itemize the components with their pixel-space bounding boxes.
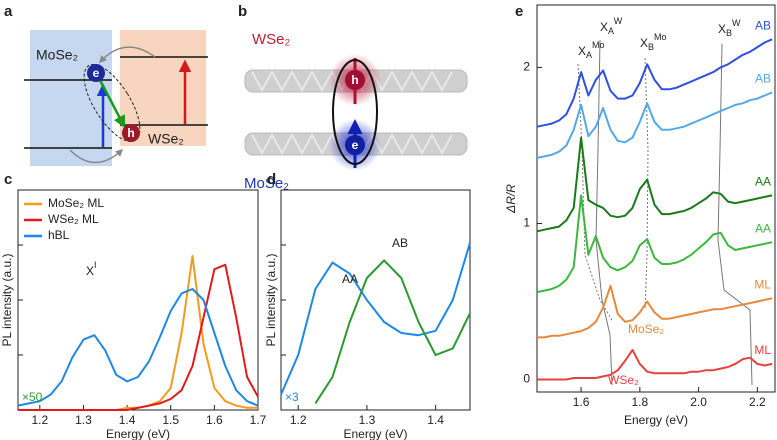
material-label: MoSe₂: [36, 47, 78, 63]
series-line: [536, 194, 773, 294]
annotation-base: AA: [342, 272, 358, 286]
series-label: AB: [755, 19, 771, 33]
annotation: ×3: [285, 390, 299, 404]
electron: [345, 135, 365, 155]
series-line: [280, 242, 471, 395]
x-tick-label: 1.2: [31, 413, 48, 427]
peak-label-sup: Mo: [592, 40, 605, 50]
series-label: ML: [754, 343, 771, 357]
exciton-ellipse: [332, 59, 378, 165]
peak-label-sub: B: [726, 28, 732, 38]
x-tick-label: 1.6: [573, 395, 590, 409]
x-tick-label: 1.8: [631, 395, 648, 409]
annotation-sup: I: [94, 260, 97, 270]
panel-letter: e: [515, 3, 523, 20]
peak-label: XBW: [718, 18, 741, 38]
transfer-arrow: [69, 148, 124, 164]
x-tick-label: 1.3: [359, 413, 376, 427]
peak-label-base: X: [600, 20, 608, 34]
x-tick-label: 1.7: [250, 413, 267, 427]
series-label: AB: [755, 72, 771, 86]
legend-label: MoSe₂ ML: [48, 196, 104, 210]
hole: [122, 124, 140, 142]
series-line: [314, 259, 471, 404]
y-tick-label: 2: [523, 60, 530, 74]
x-tick-label: 1.2: [290, 413, 307, 427]
hole-label: h: [127, 126, 134, 140]
peak-label-sup: W: [614, 16, 623, 26]
annotation-base: ×3: [285, 390, 299, 404]
x-tick-label: 1.6: [206, 413, 223, 427]
series-label: AA: [755, 175, 771, 189]
series-line: [18, 255, 258, 411]
annotation-base: ×50: [22, 390, 43, 404]
x-tick-label: 1.4: [427, 413, 444, 427]
series-label: AA: [755, 221, 771, 235]
peak-label-base: X: [578, 44, 586, 58]
x-axis-label: Energy (eV): [624, 413, 688, 427]
peak-label: XAW: [600, 16, 623, 36]
series-line: [17, 288, 259, 407]
panel-letter: d: [267, 171, 276, 188]
x-tick-label: 2.2: [749, 395, 766, 409]
electron-label: e: [93, 66, 100, 80]
annotation: XI: [86, 260, 97, 278]
electron: [87, 64, 105, 82]
annotation: AB: [392, 236, 408, 250]
annotation-base: AB: [392, 236, 408, 250]
material-label: WSe₂: [252, 31, 291, 48]
panel-letter: c: [4, 171, 12, 188]
annotation: MoSe₂: [628, 322, 664, 336]
peak-label-sup: Mo: [654, 32, 667, 42]
legend-label: hBL: [48, 228, 70, 242]
electron-label: e: [352, 138, 359, 152]
series-label: ML: [754, 278, 771, 292]
x-tick-label: 1.3: [75, 413, 92, 427]
annotation: WSe₂: [608, 373, 639, 387]
material-label: WSe₂: [148, 131, 184, 147]
peak-label-sub: A: [586, 50, 592, 60]
peak-label-sub: A: [608, 26, 614, 36]
transfer-arrow: [98, 46, 156, 64]
x-tick-label: 1.4: [119, 413, 136, 427]
x-axis-label: Energy (eV): [106, 427, 170, 440]
annotation-base: WSe₂: [608, 373, 639, 387]
peak-label: XAMo: [578, 40, 605, 60]
annotation: AA: [342, 272, 358, 286]
peak-label: XBMo: [640, 32, 667, 52]
peak-label-base: X: [640, 36, 648, 50]
annotation-base: X: [86, 264, 94, 278]
peak-label-base: X: [718, 22, 726, 36]
guide-lines: [577, 39, 753, 386]
x-tick-label: 2.0: [690, 395, 707, 409]
annotation-base: MoSe₂: [628, 322, 664, 336]
plot-frame: [280, 189, 471, 411]
annotation: ×50: [22, 390, 43, 404]
plot-frame: [536, 4, 776, 393]
y-axis-label: PL intensity (a.u.): [264, 254, 278, 347]
series-line: [536, 91, 773, 159]
y-axis-label: ΔR/R: [504, 184, 518, 214]
hole: [345, 70, 365, 90]
legend-label: WSe₂ ML: [48, 212, 99, 226]
series-line: [537, 348, 773, 381]
peak-label-sub: B: [648, 42, 654, 52]
panel-letter: b: [238, 3, 247, 20]
transfer-arrow: [98, 79, 126, 129]
peak-label-sup: W: [732, 18, 741, 28]
series-line: [536, 136, 773, 233]
hole-label: h: [351, 73, 358, 87]
panel-letter: a: [4, 3, 13, 20]
x-axis-label: Energy (eV): [343, 427, 407, 440]
series-line: [536, 38, 773, 128]
series-line: [537, 284, 773, 339]
mose2-region: [30, 30, 112, 166]
series-line: [18, 263, 259, 411]
y-axis-label: PL intensity (a.u.): [0, 254, 14, 347]
y-tick-label: 0: [523, 372, 530, 386]
x-tick-label: 1.5: [162, 413, 179, 427]
y-tick-label: 1: [523, 216, 530, 230]
material-label: MoSe₂: [244, 175, 289, 192]
